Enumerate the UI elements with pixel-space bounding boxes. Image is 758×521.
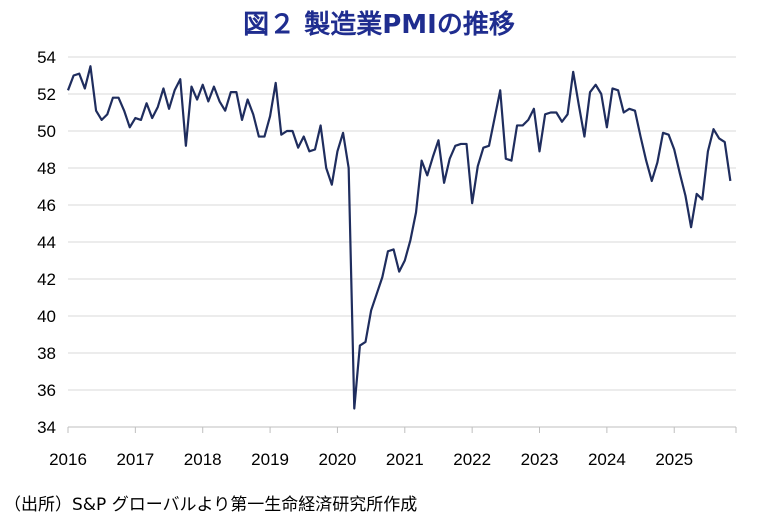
x-tick-label: 2024 — [588, 450, 626, 469]
chart-title: 図２ 製造業PMIの推移 — [243, 10, 515, 40]
y-tick-label: 52 — [37, 85, 56, 104]
y-tick-label: 42 — [37, 270, 56, 289]
x-axis-ticks: 2016 2017 2018 2019 2020 2021 2022 2023 2024 2025 — [49, 427, 737, 469]
x-tick-label: 2025 — [655, 450, 693, 469]
y-tick-label: 38 — [37, 344, 56, 363]
y-tick-label: 40 — [37, 307, 56, 326]
x-tick-label: 2017 — [116, 450, 154, 469]
y-tick-label: 48 — [37, 159, 56, 178]
y-axis-ticks: 34 36 38 40 42 44 46 48 50 52 54 — [37, 48, 56, 437]
y-tick-label: 54 — [37, 48, 56, 67]
x-tick-label: 2022 — [453, 450, 491, 469]
gridlines — [68, 56, 736, 391]
x-tick-label: 2016 — [49, 450, 87, 469]
x-tick-label: 2023 — [521, 450, 559, 469]
series-line — [66, 65, 732, 410]
x-tick-label: 2020 — [319, 450, 357, 469]
y-tick-label: 46 — [37, 196, 56, 215]
x-tick-label: 2021 — [386, 450, 424, 469]
y-tick-label: 44 — [37, 233, 56, 252]
x-tick-label: 2018 — [184, 450, 222, 469]
y-tick-label: 34 — [37, 418, 56, 437]
x-tick-label: 2019 — [251, 450, 289, 469]
y-tick-label: 50 — [37, 122, 56, 141]
y-tick-label: 36 — [37, 381, 56, 400]
source-note: （出所）S&P グローバルより第一生命経済研究所作成 — [4, 495, 418, 515]
